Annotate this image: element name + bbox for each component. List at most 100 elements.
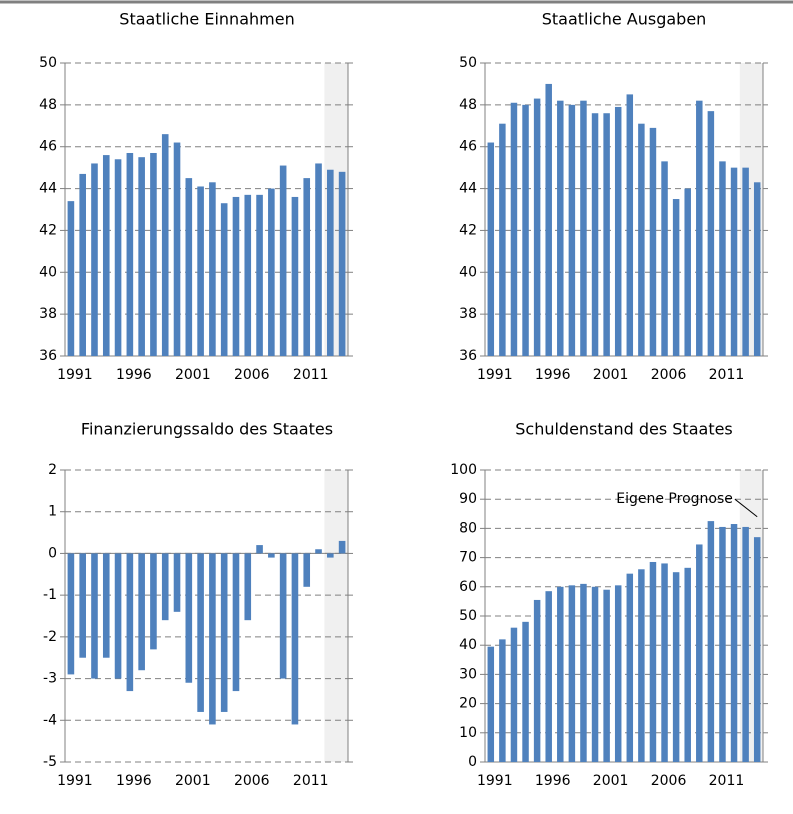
forecast-shade bbox=[324, 470, 348, 762]
y-tick-label: 70 bbox=[459, 550, 477, 566]
bar bbox=[672, 199, 680, 356]
bar bbox=[303, 178, 311, 356]
bar bbox=[327, 169, 334, 356]
y-tick-label: -3 bbox=[43, 671, 57, 687]
bar bbox=[279, 553, 287, 679]
bar bbox=[138, 553, 145, 671]
bar bbox=[603, 113, 610, 356]
bar bbox=[533, 599, 541, 762]
bar bbox=[626, 94, 634, 357]
bar bbox=[173, 142, 181, 356]
bar bbox=[510, 102, 518, 356]
y-tick-label: 38 bbox=[459, 306, 477, 322]
bar bbox=[232, 553, 240, 692]
x-tick-label: 2006 bbox=[651, 773, 687, 789]
y-tick-label: 60 bbox=[459, 579, 477, 595]
bar bbox=[661, 563, 668, 762]
x-tick-label: 1991 bbox=[57, 773, 93, 789]
bar bbox=[568, 104, 576, 356]
bar bbox=[568, 585, 576, 762]
bar bbox=[220, 203, 228, 356]
x-tick-label: 2006 bbox=[234, 773, 270, 789]
y-tick-label: 38 bbox=[39, 306, 57, 322]
bar bbox=[138, 157, 145, 356]
bar bbox=[742, 526, 749, 762]
bar bbox=[684, 567, 691, 762]
bar bbox=[114, 553, 122, 679]
bar bbox=[522, 621, 529, 762]
bar bbox=[742, 167, 749, 356]
bar bbox=[545, 83, 552, 356]
bar bbox=[161, 134, 169, 356]
y-tick-label: 20 bbox=[459, 696, 477, 712]
y-tick-label: 2 bbox=[48, 462, 57, 478]
bar bbox=[291, 196, 299, 356]
y-tick-label: 30 bbox=[459, 666, 477, 682]
x-tick-label: 2011 bbox=[709, 367, 745, 383]
bar bbox=[244, 553, 252, 621]
bar bbox=[580, 583, 587, 762]
y-tick-label: 36 bbox=[39, 348, 57, 364]
bar bbox=[557, 100, 564, 357]
x-tick-label: 1991 bbox=[477, 773, 513, 789]
y-tick-label: 40 bbox=[459, 637, 477, 653]
y-tick-label: 46 bbox=[459, 139, 477, 155]
y-tick-label: 0 bbox=[468, 754, 477, 770]
y-tick-label: 40 bbox=[39, 264, 57, 280]
bar bbox=[614, 106, 622, 356]
y-tick-label: 50 bbox=[459, 608, 477, 624]
bar bbox=[91, 553, 98, 679]
bar bbox=[696, 100, 703, 357]
bar bbox=[244, 194, 252, 356]
bar bbox=[719, 526, 726, 762]
bar bbox=[545, 591, 552, 762]
bar bbox=[220, 553, 228, 712]
bar bbox=[533, 98, 541, 356]
bar bbox=[753, 537, 761, 762]
bar bbox=[638, 123, 645, 356]
bar bbox=[719, 161, 726, 356]
x-tick-label: 2011 bbox=[293, 773, 329, 789]
bar bbox=[268, 553, 275, 558]
bar bbox=[303, 553, 311, 587]
bar bbox=[79, 553, 86, 658]
bar bbox=[487, 142, 495, 356]
bar bbox=[256, 194, 263, 356]
bar bbox=[338, 171, 346, 356]
bar bbox=[232, 196, 240, 356]
bar bbox=[522, 104, 529, 356]
chart-title: Finanzierungssaldo des Staates bbox=[81, 420, 333, 439]
x-tick-label: 2011 bbox=[293, 367, 329, 383]
x-tick-label: 1996 bbox=[535, 773, 571, 789]
bar bbox=[753, 182, 761, 356]
bar bbox=[499, 123, 506, 356]
bar bbox=[91, 163, 98, 356]
bar bbox=[603, 589, 610, 762]
x-tick-label: 2001 bbox=[175, 773, 211, 789]
bar bbox=[197, 186, 204, 356]
bar bbox=[626, 573, 634, 762]
bar bbox=[315, 549, 322, 554]
bar bbox=[185, 178, 193, 356]
y-tick-label: 46 bbox=[39, 139, 57, 155]
y-tick-label: 42 bbox=[459, 222, 477, 238]
chart-title: Staatliche Ausgaben bbox=[542, 10, 707, 29]
bar bbox=[102, 155, 110, 356]
y-tick-label: -2 bbox=[43, 629, 57, 645]
bar bbox=[338, 540, 346, 554]
bar bbox=[67, 201, 75, 356]
y-tick-label: 80 bbox=[459, 520, 477, 536]
y-tick-label: 42 bbox=[39, 222, 57, 238]
x-tick-label: 1991 bbox=[477, 367, 513, 383]
y-tick-label: 1 bbox=[48, 504, 57, 520]
bar bbox=[557, 586, 564, 762]
bar bbox=[197, 553, 204, 712]
y-tick-label: 48 bbox=[459, 97, 477, 113]
bar bbox=[591, 113, 599, 356]
bar bbox=[161, 553, 169, 621]
bar bbox=[649, 127, 657, 356]
bar bbox=[649, 561, 657, 762]
y-tick-label: 36 bbox=[459, 348, 477, 364]
x-tick-label: 1991 bbox=[57, 367, 93, 383]
